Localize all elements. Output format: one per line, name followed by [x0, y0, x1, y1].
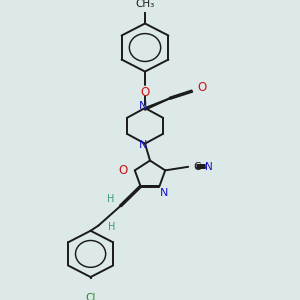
Text: H: H — [108, 222, 115, 232]
Text: O: O — [197, 81, 207, 94]
Text: N: N — [205, 162, 213, 172]
Text: C: C — [193, 162, 201, 172]
Text: O: O — [118, 164, 128, 177]
Text: N: N — [139, 140, 147, 150]
Text: Cl: Cl — [85, 292, 96, 300]
Text: N: N — [160, 188, 169, 197]
Text: N: N — [139, 101, 147, 111]
Text: CH₃: CH₃ — [135, 0, 154, 9]
Text: O: O — [140, 85, 150, 98]
Text: H: H — [107, 194, 114, 204]
